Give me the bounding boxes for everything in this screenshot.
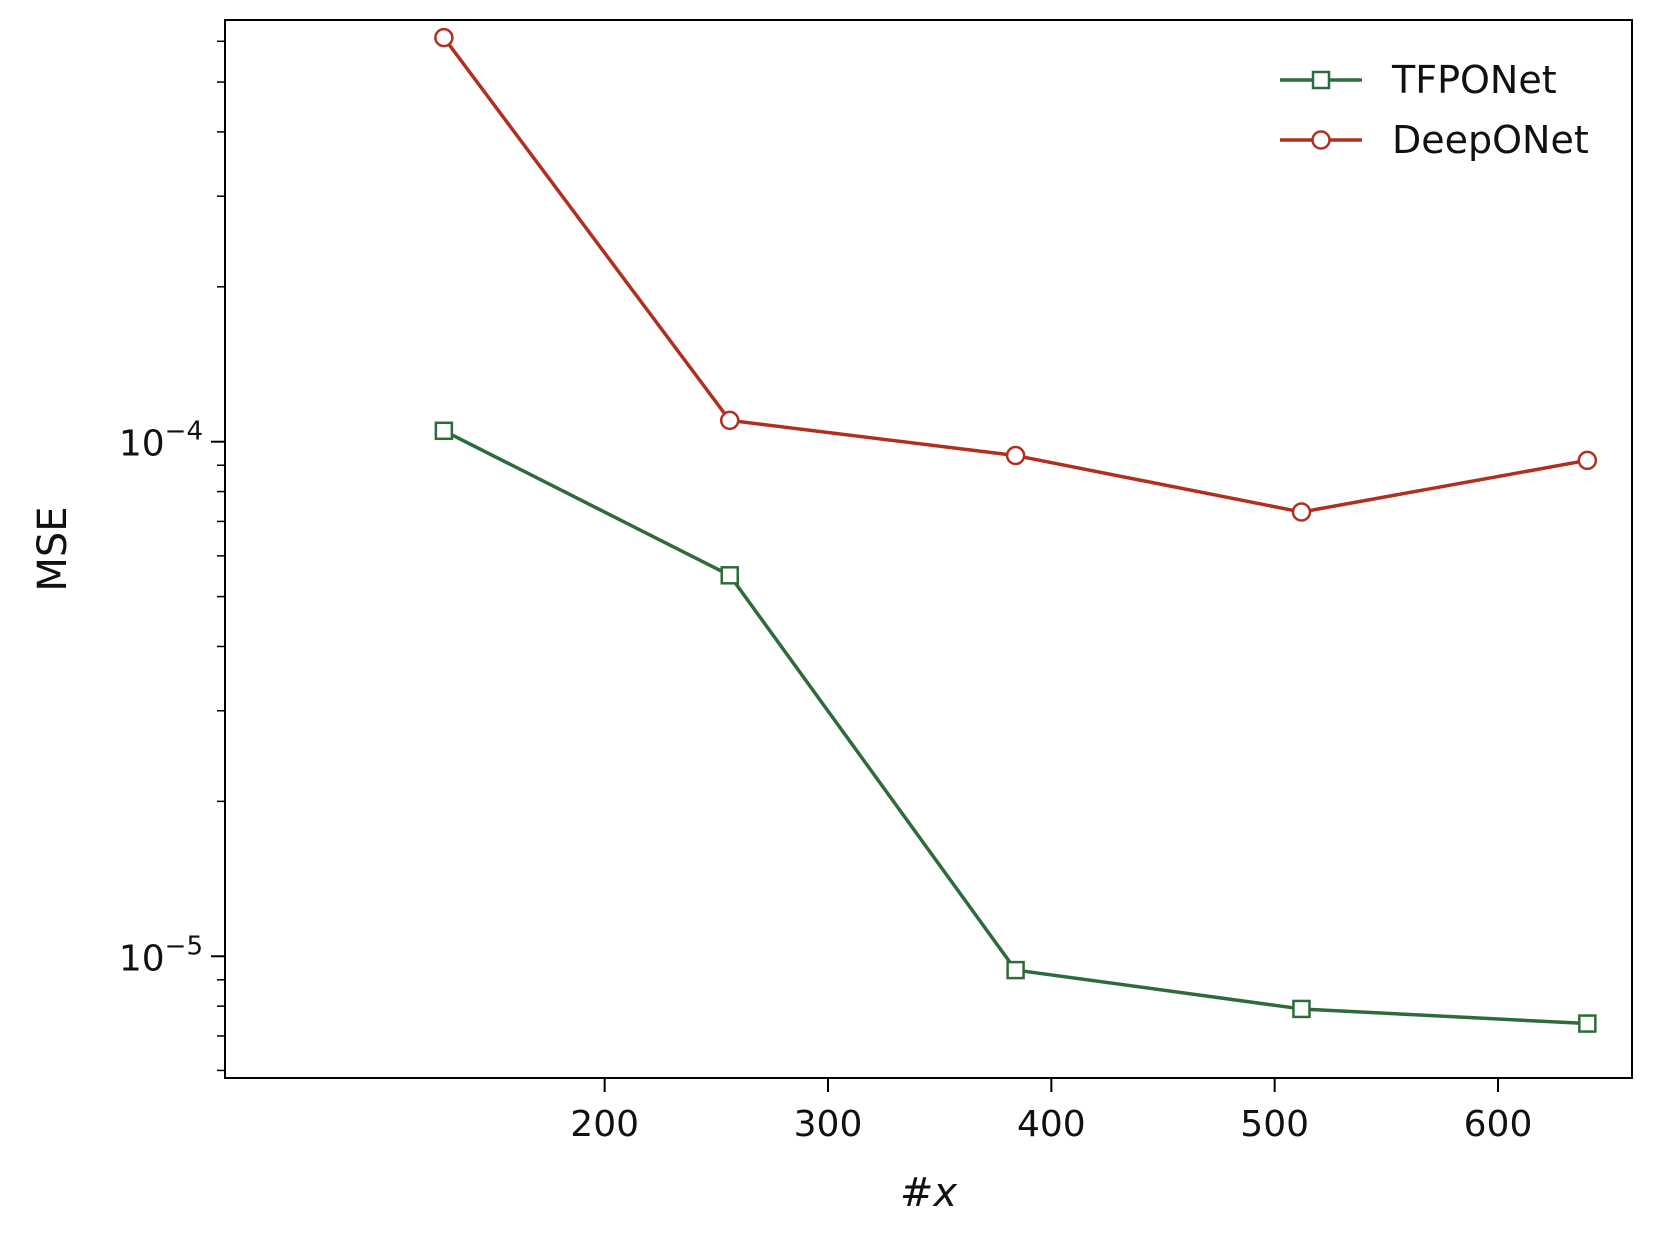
legend-item-tfponet: TFPONet [1280, 58, 1557, 102]
x-tick-label: 200 [570, 1104, 639, 1145]
deeponet-point [1577, 450, 1598, 471]
y-tick-label: 10−4 [119, 417, 203, 465]
deeponet-point [434, 27, 454, 48]
x-tick-label: 500 [1240, 1104, 1309, 1145]
y-axis-label: MSE [30, 506, 76, 591]
series-tfponet [434, 421, 1597, 1033]
legend-marker [1311, 70, 1331, 90]
deeponet-point [1291, 502, 1312, 522]
plot-frame [224, 19, 1633, 1079]
tfponet-point [720, 566, 739, 585]
legend-label: TFPONet [1391, 58, 1557, 102]
x-tick-label: 600 [1464, 1104, 1533, 1145]
x-tick-label: 400 [1017, 1104, 1086, 1145]
tfponet-point [1578, 1014, 1597, 1033]
legend: TFPONet DeepONet [1280, 58, 1589, 162]
tfponet-line [443, 429, 1588, 1026]
axis-ticks: 200 300 400 500 600 10−5 10−4 [119, 40, 1533, 1145]
y-tick-label: 10−5 [119, 931, 203, 979]
deeponet-point [719, 410, 740, 431]
legend-item-deeponet: DeepONet [1280, 118, 1589, 162]
x-axis-label: #x [900, 1170, 958, 1216]
tfponet-point [1006, 960, 1025, 980]
series-layer [434, 27, 1598, 1033]
legend-marker [1311, 130, 1331, 150]
tfponet-point [1292, 999, 1311, 1019]
series-deeponet [434, 27, 1598, 522]
legend-label: DeepONet [1392, 118, 1589, 162]
x-tick-label: 300 [794, 1104, 863, 1145]
tfponet-point [434, 421, 454, 441]
deeponet-point [1005, 445, 1026, 466]
deeponet-line [442, 36, 1588, 514]
